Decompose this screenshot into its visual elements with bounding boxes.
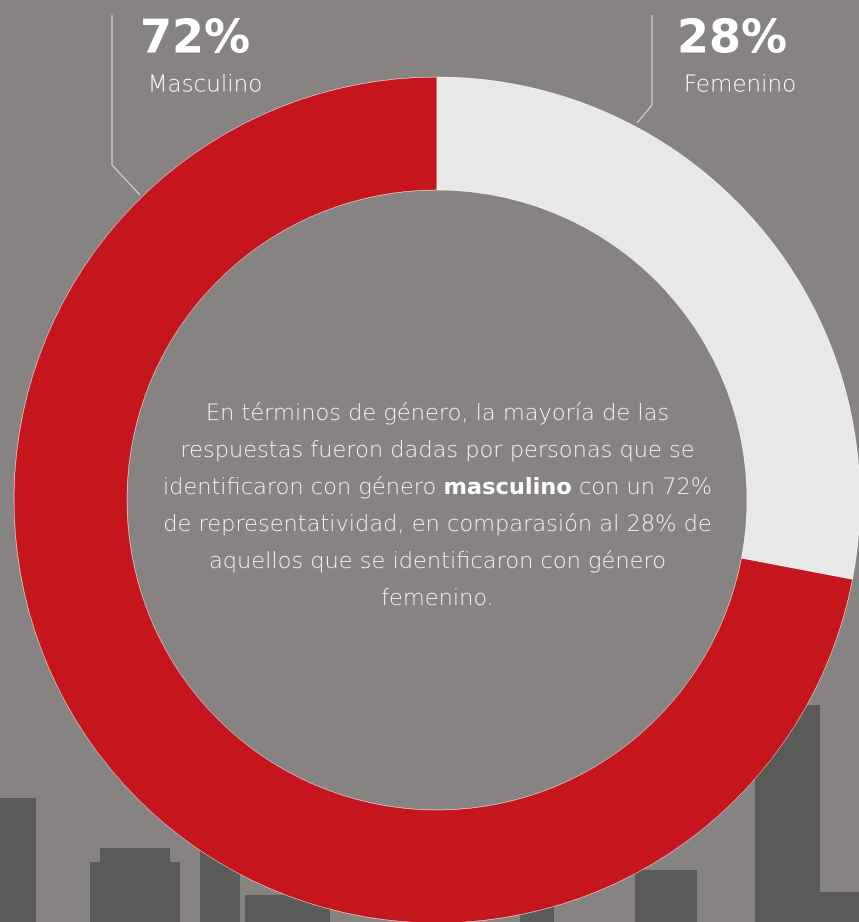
leader-line	[112, 15, 140, 195]
description: En términos de género, la mayoría de las…	[160, 395, 715, 617]
value-label: 72%	[140, 10, 250, 64]
leader-line	[637, 15, 652, 123]
category-label: Femenino	[684, 72, 796, 98]
category-label: Masculino	[148, 72, 263, 98]
description-emphasis: masculino	[443, 474, 571, 500]
infographic: 72% Masculino 28% Femenino En términos de g…	[0, 0, 859, 922]
value-label: 28%	[677, 10, 787, 64]
